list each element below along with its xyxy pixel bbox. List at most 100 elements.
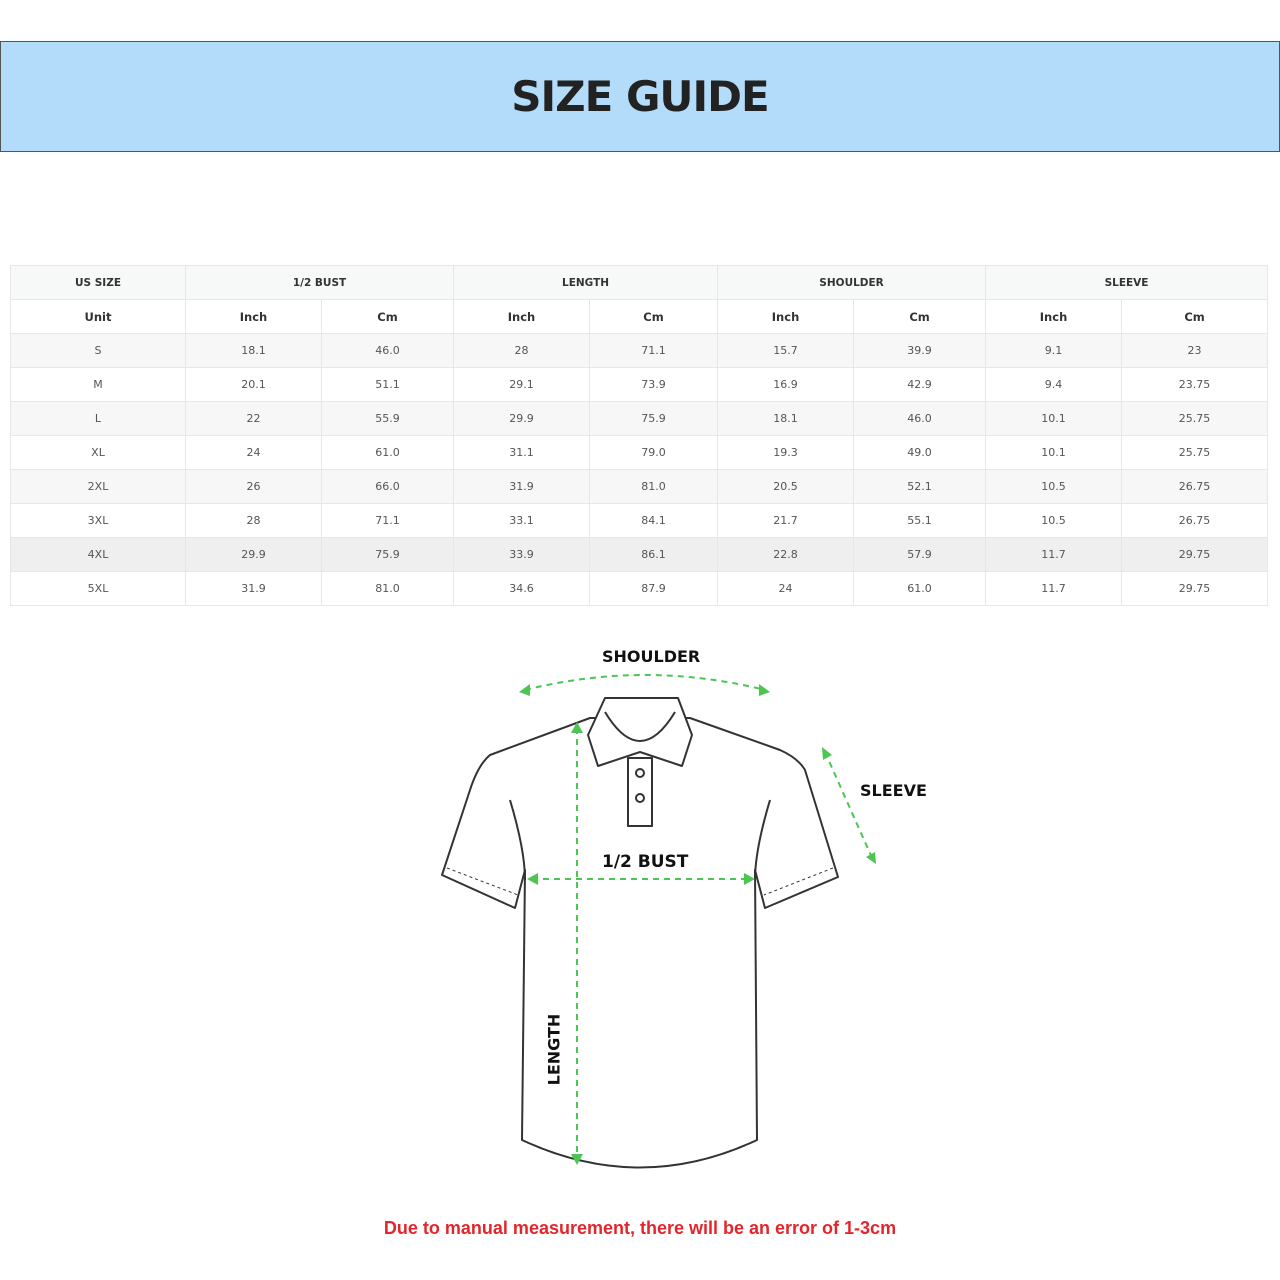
unit-header: Cm	[1121, 299, 1269, 334]
measurement-cell: 16.9	[717, 367, 855, 402]
page-title: SIZE GUIDE	[511, 72, 769, 121]
table-row: 2XL 26 66.0 31.9 81.0 20.5 52.1 10.5 26.75	[10, 469, 1269, 504]
measurement-cell: 18.1	[717, 401, 855, 436]
size-cell: 2XL	[10, 469, 186, 504]
measurement-cell: 10.5	[985, 469, 1123, 504]
group-header: SHOULDER	[717, 265, 987, 300]
table-row: M 20.1 51.1 29.1 73.9 16.9 42.9 9.4 23.75	[10, 367, 1269, 402]
table-row: 5XL 31.9 81.0 34.6 87.9 24 61.0 11.7 29.75	[10, 571, 1269, 606]
measurement-cell: 29.9	[185, 537, 322, 572]
unit-header-row: Unit Inch Cm Inch Cm Inch Cm Inch Cm	[10, 299, 1269, 334]
measurement-cell: 31.9	[185, 571, 322, 606]
measurement-cell: 49.0	[853, 435, 987, 470]
measurement-cell: 31.1	[453, 435, 591, 470]
size-table-body: S 18.1 46.0 28 71.1 15.7 39.9 9.1 23 M 20.1 51.1 29.…	[10, 333, 1269, 606]
unit-header: Inch	[453, 299, 591, 334]
measurement-cell: 20.5	[717, 469, 855, 504]
measurement-cell: 86.1	[589, 537, 719, 572]
measurement-cell: 29.75	[1121, 571, 1269, 606]
measurement-cell: 23.75	[1121, 367, 1269, 402]
size-cell: 5XL	[10, 571, 186, 606]
measurement-cell: 71.1	[320, 503, 455, 538]
group-header: SLEEVE	[985, 265, 1269, 300]
measurement-cell: 9.4	[985, 367, 1123, 402]
measurement-cell: 87.9	[589, 571, 719, 606]
measurement-cell: 29.75	[1121, 537, 1269, 572]
measurement-cell: 46.0	[853, 401, 987, 436]
measurement-cell: 79.0	[589, 435, 719, 470]
size-cell: L	[10, 401, 186, 436]
measurement-cell: 23	[1121, 333, 1269, 368]
measurement-cell: 26.75	[1121, 469, 1269, 504]
group-header: US SIZE	[10, 265, 186, 300]
measurement-cell: 15.7	[717, 333, 855, 368]
measurement-cell: 19.3	[717, 435, 855, 470]
measurement-cell: 22	[185, 401, 322, 436]
measurement-cell: 61.0	[320, 435, 455, 470]
measurement-cell: 42.9	[853, 367, 987, 402]
size-cell: S	[10, 333, 186, 368]
measurement-cell: 71.1	[589, 333, 719, 368]
measurement-cell: 51.1	[320, 367, 455, 402]
measurement-cell: 25.75	[1121, 401, 1269, 436]
unit-header: Inch	[985, 299, 1123, 334]
measurement-cell: 24	[717, 571, 855, 606]
shoulder-arrow	[524, 674, 766, 691]
bust-label: 1/2 BUST	[602, 852, 689, 872]
measurement-cell: 10.5	[985, 503, 1123, 538]
button	[635, 793, 645, 803]
table-row: 4XL 29.9 75.9 33.9 86.1 22.8 57.9 11.7 29.75	[10, 537, 1269, 572]
measurement-cell: 26	[185, 469, 322, 504]
collar	[587, 697, 693, 767]
unit-header: Inch	[185, 299, 322, 334]
length-label: LENGTH	[544, 1013, 564, 1086]
measurement-cell: 33.1	[453, 503, 591, 538]
group-header: LENGTH	[453, 265, 719, 300]
measurement-cell: 75.9	[320, 537, 455, 572]
measurement-cell: 18.1	[185, 333, 322, 368]
shirt-body	[441, 717, 839, 1169]
title-banner: SIZE GUIDE	[0, 41, 1280, 152]
size-cell: XL	[10, 435, 186, 470]
measurement-cell: 10.1	[985, 435, 1123, 470]
measurement-cell: 75.9	[589, 401, 719, 436]
measurement-cell: 11.7	[985, 537, 1123, 572]
measurement-cell: 11.7	[985, 571, 1123, 606]
measurement-cell: 33.9	[453, 537, 591, 572]
table-row: XL 24 61.0 31.1 79.0 19.3 49.0 10.1 25.75	[10, 435, 1269, 470]
unit-header: Cm	[853, 299, 987, 334]
sleeve-label: SLEEVE	[860, 781, 927, 800]
table-row: 3XL 28 71.1 33.1 84.1 21.7 55.1 10.5 26.75	[10, 503, 1269, 538]
size-cell: 4XL	[10, 537, 186, 572]
measurement-cell: 20.1	[185, 367, 322, 402]
measurement-cell: 9.1	[985, 333, 1123, 368]
measurement-cell: 21.7	[717, 503, 855, 538]
measurement-cell: 34.6	[453, 571, 591, 606]
unit-header: Unit	[10, 299, 186, 334]
measurement-cell: 55.9	[320, 401, 455, 436]
measurement-cell: 24	[185, 435, 322, 470]
table-row: S 18.1 46.0 28 71.1 15.7 39.9 9.1 23	[10, 333, 1269, 368]
size-table: US SIZE 1/2 BUST LENGTH SHOULDER SLEEVE …	[10, 265, 1269, 606]
size-cell: M	[10, 367, 186, 402]
unit-header: Cm	[320, 299, 455, 334]
unit-header: Cm	[589, 299, 719, 334]
measurement-cell: 57.9	[853, 537, 987, 572]
measurement-cell: 31.9	[453, 469, 591, 504]
shirt-diagram: SHOULDER SLEEVE 1/2 BUST LENGTH	[0, 630, 1280, 1200]
button	[635, 768, 645, 778]
measurement-cell: 66.0	[320, 469, 455, 504]
measurement-cell: 52.1	[853, 469, 987, 504]
measurement-cell: 84.1	[589, 503, 719, 538]
measurement-cell: 28	[185, 503, 322, 538]
measurement-note: Due to manual measurement, there will be…	[383, 1218, 897, 1238]
size-cell: 3XL	[10, 503, 186, 538]
measurement-cell: 28	[453, 333, 591, 368]
measurement-cell: 81.0	[320, 571, 455, 606]
measurement-cell: 29.9	[453, 401, 591, 436]
table-row: L 22 55.9 29.9 75.9 18.1 46.0 10.1 25.75	[10, 401, 1269, 436]
measurement-cell: 29.1	[453, 367, 591, 402]
measurement-cell: 26.75	[1121, 503, 1269, 538]
measurement-cell: 46.0	[320, 333, 455, 368]
measurement-cell: 39.9	[853, 333, 987, 368]
